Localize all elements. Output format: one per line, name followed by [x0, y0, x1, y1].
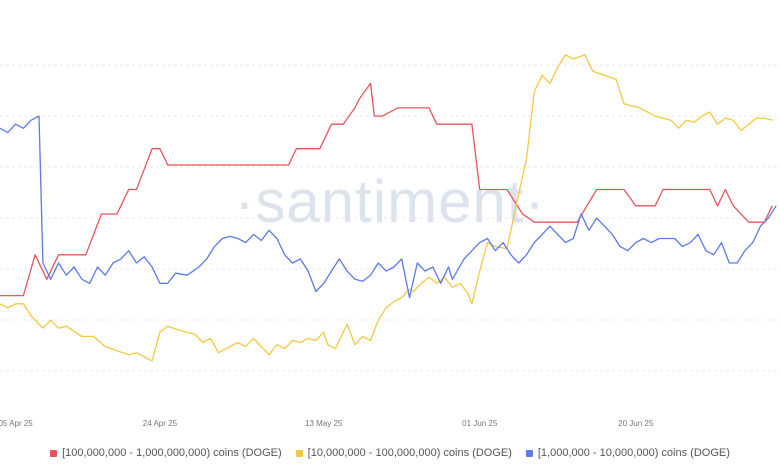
x-tick-label: 24 Apr 25	[143, 419, 178, 428]
legend-swatch-blue	[525, 449, 533, 457]
legend-item-blue[interactable]: [1,000,000 - 10,000,000) coins (DOGE)	[525, 447, 730, 459]
chart-legend: [100,000,000 - 1,000,000,000) coins (DOG…	[0, 444, 780, 462]
gridlines	[0, 64, 780, 372]
series-line-0	[0, 82, 773, 297]
x-tick-label: 20 Jun 25	[618, 419, 654, 428]
x-tick-label: 13 May 25	[305, 419, 343, 428]
series-line-2	[0, 115, 777, 299]
x-axis-ticks: 05 Apr 25 24 Apr 25 13 May 25 01 Jun 25 20 J…	[0, 419, 654, 428]
line-chart: ·santiment· 05 Apr 25 24 Apr 25 13 May 25 0…	[0, 54, 780, 428]
series-line-1	[0, 54, 773, 362]
legend-label: [10,000,000 - 100,000,000) coins (DOGE)	[307, 447, 512, 459]
series-lines	[0, 54, 777, 362]
santiment-watermark: ·santiment·	[234, 168, 545, 235]
x-tick-label: 01 Jun 25	[462, 419, 498, 428]
legend-item-red[interactable]: [100,000,000 - 1,000,000,000) coins (DOG…	[50, 447, 282, 459]
x-tick-label: 05 Apr 25	[0, 419, 33, 428]
legend-item-yellow[interactable]: [10,000,000 - 100,000,000) coins (DOGE)	[295, 447, 512, 459]
legend-label: [1,000,000 - 10,000,000) coins (DOGE)	[537, 447, 730, 459]
legend-swatch-red	[50, 449, 58, 457]
legend-swatch-yellow	[295, 449, 303, 457]
legend-label: [100,000,000 - 1,000,000,000) coins (DOG…	[62, 447, 282, 459]
